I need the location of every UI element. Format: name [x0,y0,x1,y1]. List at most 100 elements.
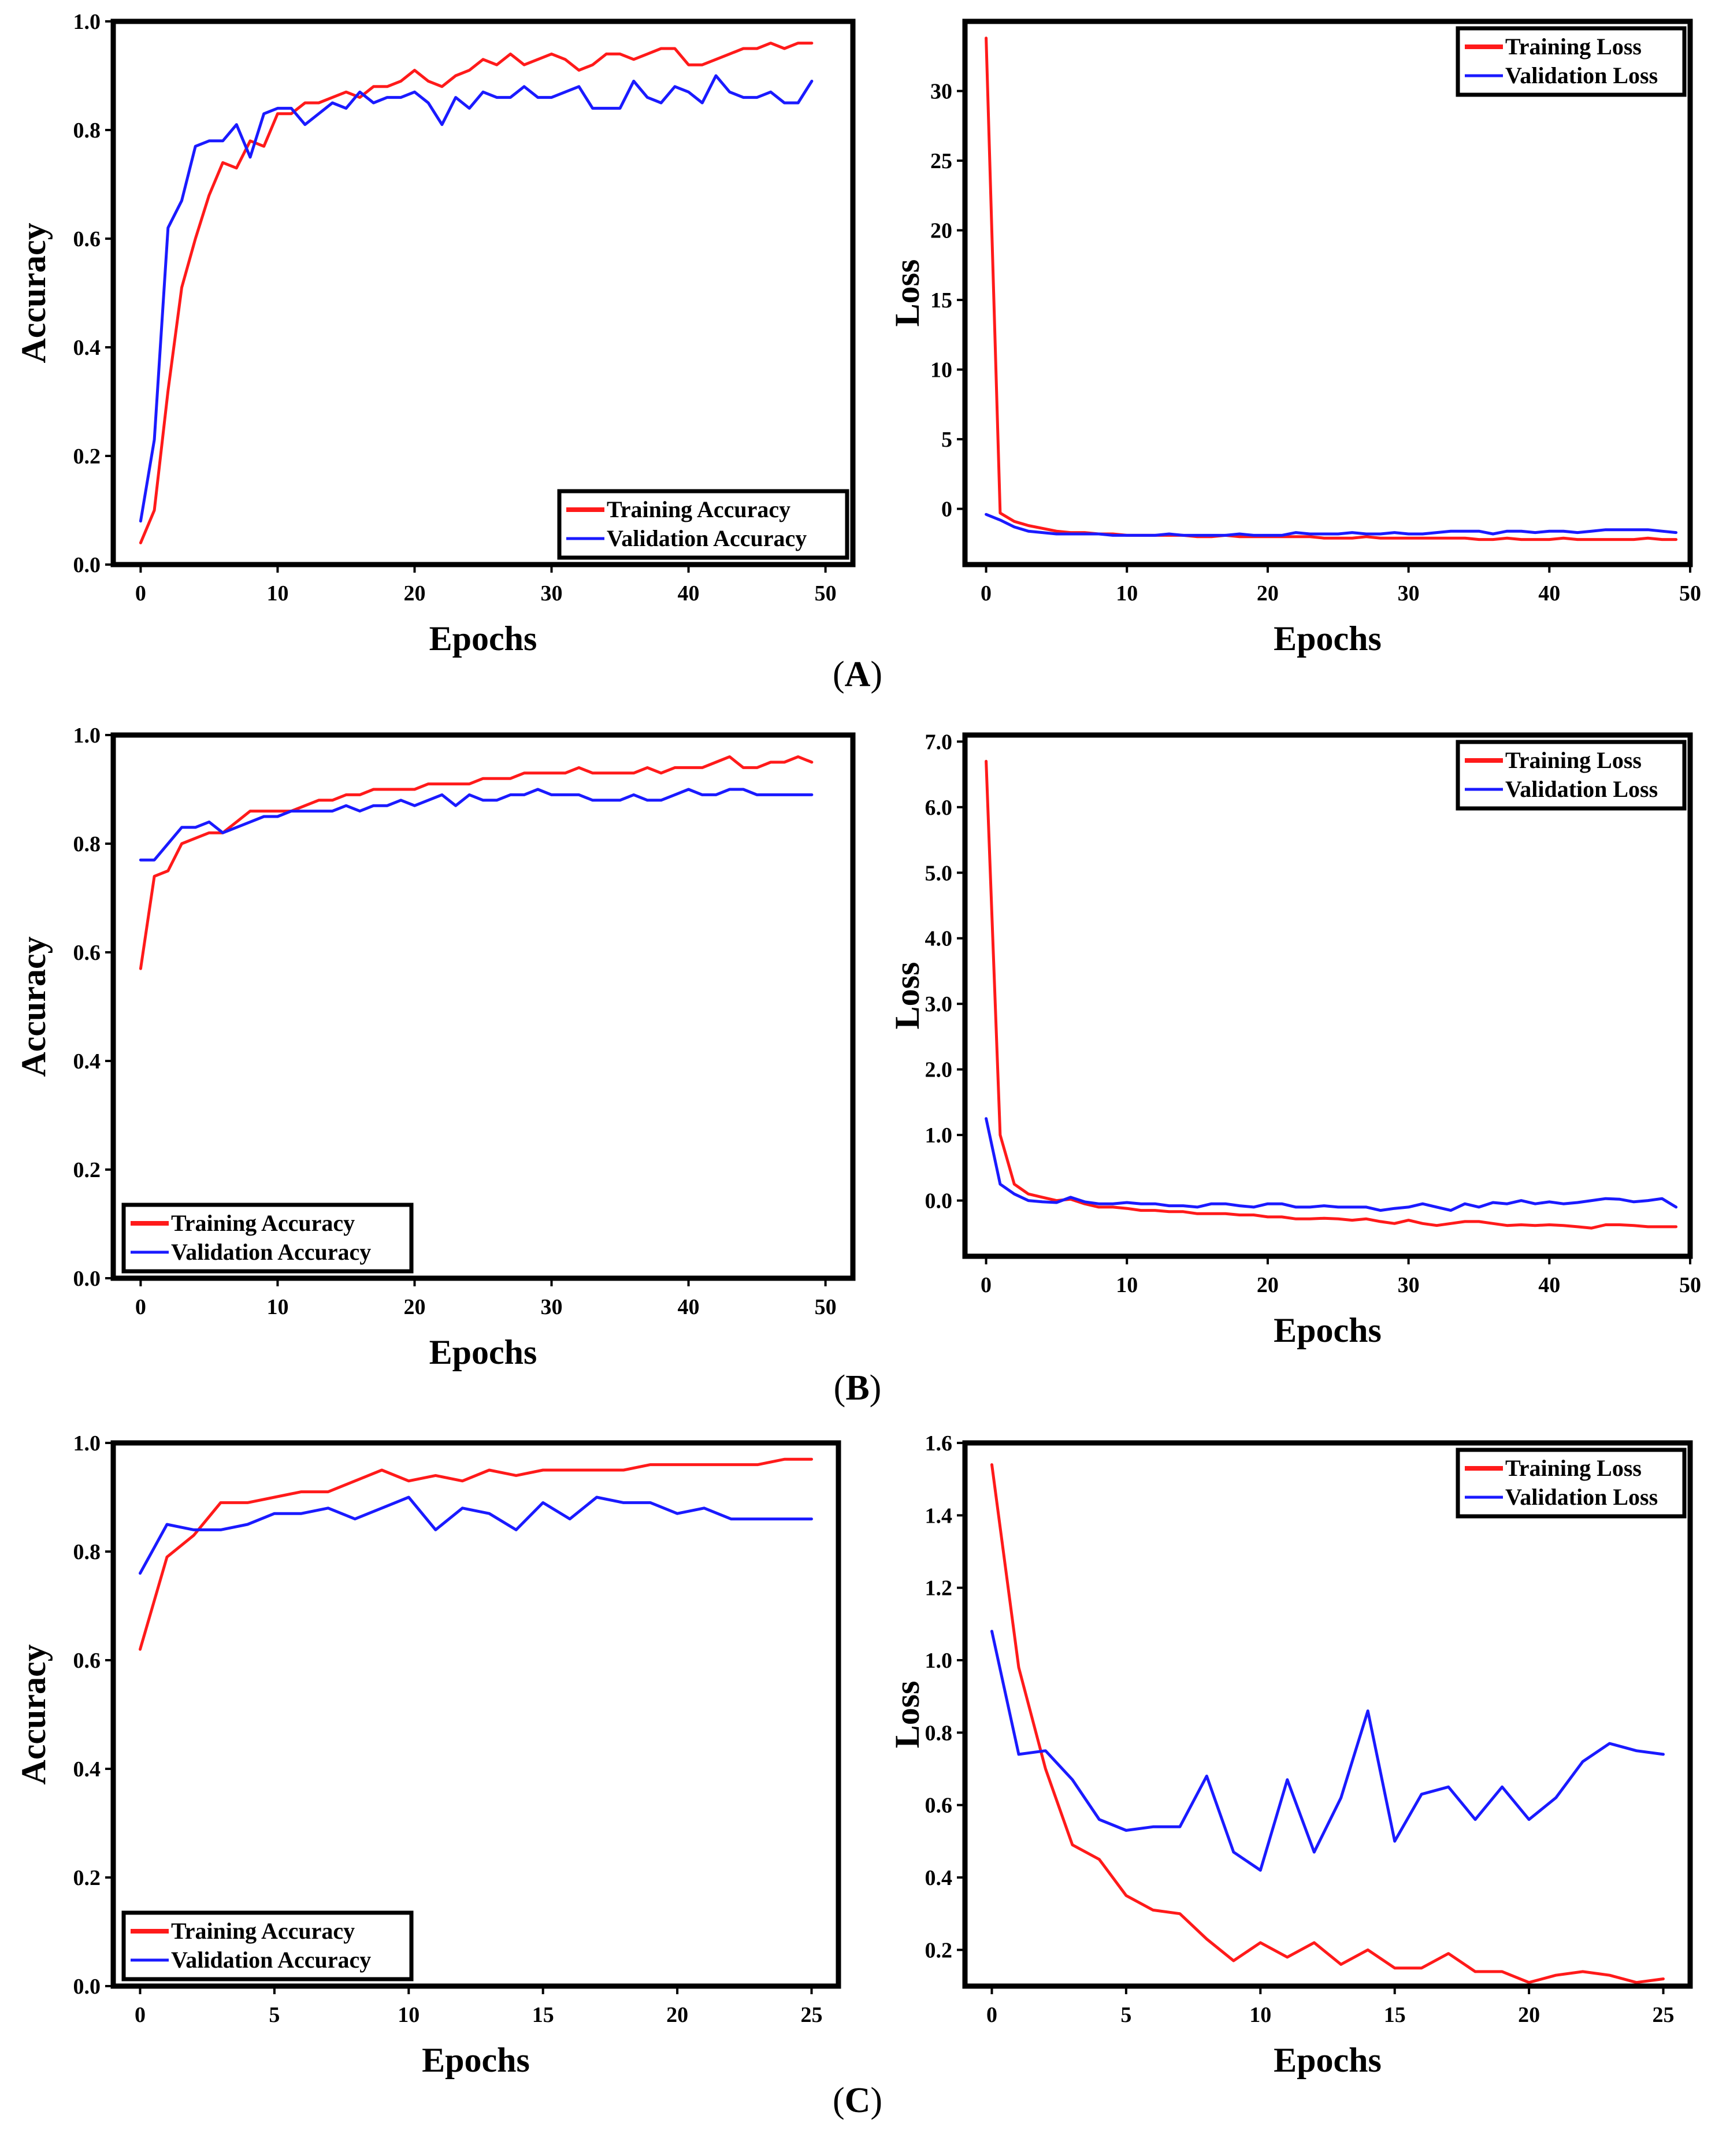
x-tick-label: 40 [1538,581,1560,606]
legend-box [121,1203,414,1274]
chart-B-accuracy: 0 10 20 30 40 50 0.0 0.2 0.4 0.6 0.8 1.0 Epochs Accur… [14,723,856,1371]
x-tick-label: 25 [801,2003,823,2027]
y-axis-label: Accuracy [14,222,53,363]
plot-frame [110,18,856,567]
x-tick-label: 40 [1538,1273,1560,1297]
y-axis-label: Loss [888,259,926,327]
x-tick-label: 5 [269,2003,280,2027]
series-line-validation-accuracy [139,788,814,862]
x-tick-label: 15 [532,2003,554,2027]
y-tick-label: 0.2 [73,1866,101,1890]
y-tick-label: 0.6 [73,941,101,965]
y-tick-label: 0.2 [73,444,101,469]
legend-label: Validation Accuracy [171,1947,371,1973]
legend: Training Accuracy Validation Accuracy [121,1910,414,1981]
plot-frame [110,732,856,1281]
x-tick-label: 0 [986,2003,997,2027]
x-tick-label: 25 [1653,2003,1675,2027]
x-tick-label: 50 [1679,1273,1701,1297]
y-axis-label: Loss [888,1681,926,1749]
x-axis-label: Epochs [1274,2041,1382,2079]
legend-label: Validation Loss [1505,1484,1658,1510]
y-tick-label: 0.8 [73,118,101,143]
series-line-validation-loss [985,513,1678,537]
y-tick-label: 0.4 [73,1049,101,1074]
y-tick-label: 0 [941,498,952,522]
x-tick-label: 0 [135,1295,146,1319]
y-tick-label: 0.6 [73,1649,101,1673]
panel-label: (A) [833,655,882,694]
legend-label: Training Accuracy [607,496,790,522]
legend-label: Validation Accuracy [171,1239,371,1265]
y-tick-label: 0.0 [73,553,101,577]
x-tick-label: 20 [403,581,425,606]
y-tick-label: 0.8 [925,1721,953,1745]
y-tick-label: 0.4 [73,1757,101,1782]
y-tick-label: 0.4 [73,336,101,360]
y-tick-label: 1.0 [73,1431,101,1456]
plot-frame [962,1440,1693,1989]
series-line-validation-accuracy [139,1496,813,1575]
chart-A-accuracy: 0 10 20 30 40 50 0.0 0.2 0.4 0.6 0.8 1.0 Epochs Accur… [14,10,856,658]
x-tick-label: 50 [1679,581,1701,606]
legend-label: Validation Loss [1505,62,1658,88]
x-tick-label: 10 [398,2003,420,2027]
x-tick-label: 10 [266,581,288,606]
x-tick-label: 5 [1120,2003,1131,2027]
x-tick-label: 0 [981,581,992,606]
legend-label: Training Loss [1505,1455,1642,1481]
y-tick-label: 2.0 [925,1058,953,1082]
y-tick-label: 0.4 [925,1866,953,1890]
y-tick-label: 0.6 [925,1794,953,1818]
x-tick-label: 40 [678,581,700,606]
series-line-training-accuracy [139,755,814,970]
legend-label: Training Accuracy [171,1918,355,1944]
x-tick-label: 30 [1398,581,1420,606]
x-tick-label: 50 [815,581,837,606]
plot-frame [962,732,1693,1259]
y-tick-label: 0.8 [73,832,101,856]
x-tick-label: 10 [1249,2003,1271,2027]
series-line-training-accuracy [139,1457,813,1651]
y-tick-label: 0.0 [73,1267,101,1291]
y-tick-label: 0.8 [73,1540,101,1564]
x-tick-label: 30 [1398,1273,1420,1297]
y-tick-label: 7.0 [925,730,953,754]
x-tick-label: 20 [1257,581,1279,606]
chart-A-loss: 0 10 20 30 40 50 0 5 10 15 20 25 30 Epochs Loss Trainin… [888,18,1701,658]
x-tick-label: 20 [666,2003,688,2027]
y-tick-label: 5 [941,428,952,452]
y-tick-label: 25 [930,149,952,173]
x-tick-label: 20 [1257,1273,1279,1297]
series-line-validation-accuracy [139,74,814,523]
y-axis-label: Accuracy [14,1644,53,1784]
y-tick-label: 15 [930,288,952,313]
legend-box [1456,1448,1687,1519]
x-tick-label: 20 [1518,2003,1540,2027]
y-tick-label: 1.6 [925,1431,953,1456]
y-tick-label: 10 [930,358,952,383]
series-line-training-loss [990,1463,1665,1984]
x-tick-label: 20 [403,1295,425,1319]
x-axis-label: Epochs [429,619,537,658]
y-tick-label: 0.0 [925,1189,953,1214]
y-tick-label: 1.0 [73,723,101,748]
x-tick-label: 0 [135,2003,146,2027]
x-axis-label: Epochs [1274,1311,1382,1349]
legend-label: Training Loss [1505,34,1642,60]
x-axis-label: Epochs [1274,619,1382,658]
legend-label: Training Accuracy [171,1210,355,1236]
chart-C-loss: 0 5 10 15 20 25 0.2 0.4 0.6 0.8 1.0 1.2 1.4 1.6 Epochs… [888,1431,1693,2079]
y-tick-label: 0.6 [73,227,101,251]
y-tick-label: 20 [930,219,952,243]
chart-C-accuracy: 0 5 10 15 20 25 0.0 0.2 0.4 0.6 0.8 1.0 Epochs Accura… [14,1431,841,2079]
legend: Training Loss Validation Loss [1456,1448,1687,1519]
y-tick-label: 1.0 [925,1649,953,1673]
legend-box [121,1910,414,1981]
y-tick-label: 0.0 [73,1975,101,1999]
y-tick-label: 1.2 [925,1576,953,1601]
y-tick-label: 0.2 [925,1938,953,1962]
